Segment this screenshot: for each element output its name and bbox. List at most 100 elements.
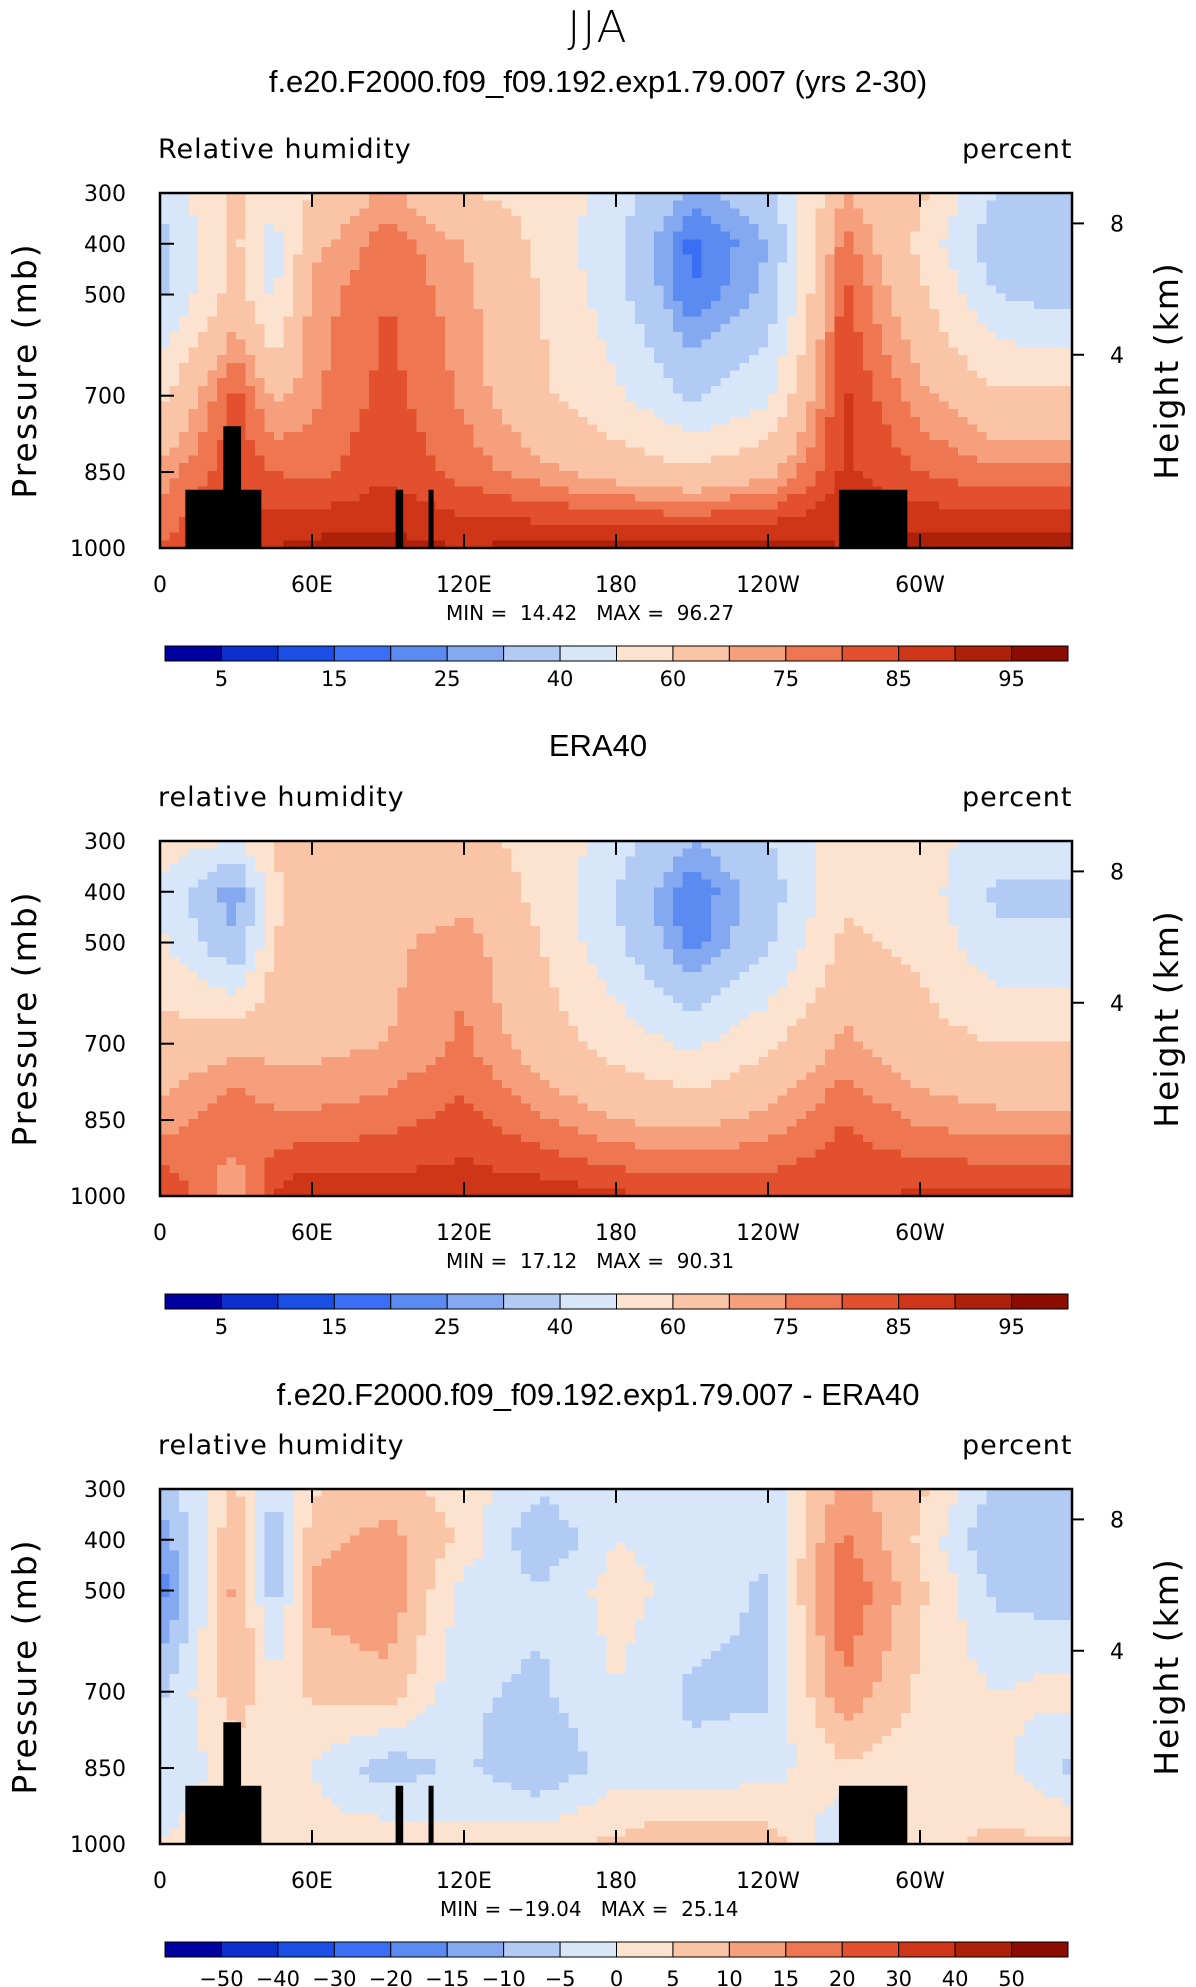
contour-cell (445, 247, 456, 256)
contour-cell (834, 270, 845, 279)
contour-cell (312, 401, 323, 410)
contour-cell (578, 254, 589, 264)
contour-cell (492, 378, 503, 387)
contour-cell (1034, 478, 1045, 487)
contour-cell (397, 270, 408, 279)
contour-cell (663, 262, 674, 271)
contour-cell (1024, 385, 1035, 395)
contour-cell (663, 293, 674, 302)
contour-cell (492, 478, 503, 487)
contour-cell (654, 540, 665, 549)
contour-cell (625, 331, 636, 341)
contour-cell (682, 540, 693, 549)
contour-cell (188, 864, 199, 873)
contour-cell (274, 856, 285, 865)
contour-cell (1062, 439, 1073, 449)
contour-cell (739, 463, 750, 472)
contour-cell (283, 501, 294, 511)
contour-cell (530, 239, 541, 248)
contour-cell (929, 871, 940, 881)
contour-cell (625, 262, 636, 271)
contour-cell (635, 501, 646, 511)
contour-cell (673, 301, 684, 310)
contour-cell (1062, 385, 1073, 395)
contour-cell (796, 478, 807, 487)
contour-cell (910, 532, 921, 541)
contour-cell (312, 393, 323, 402)
contour-cell (1005, 301, 1016, 310)
contour-cell (777, 856, 788, 865)
contour-cell (207, 455, 218, 464)
contour-cell (416, 486, 427, 495)
contour-cell (559, 864, 570, 873)
contour-cell (1062, 193, 1073, 202)
contour-cell (863, 231, 874, 240)
contour-cell (521, 439, 532, 449)
contour-cell (378, 285, 389, 294)
contour-cell (236, 331, 247, 341)
contour-cell (796, 339, 807, 348)
contour-cell (1024, 324, 1035, 333)
colorbar-swatch (672, 645, 730, 662)
contour-cell (986, 439, 997, 449)
contour-cell (597, 193, 608, 202)
contour-cell (521, 493, 532, 503)
contour-cell (359, 254, 370, 264)
contour-cell (483, 308, 494, 318)
contour-cell (663, 501, 674, 511)
contour-cell (711, 509, 722, 518)
contour-cell (179, 231, 190, 240)
contour-cell (416, 864, 427, 873)
contour-cell (616, 247, 627, 256)
contour-cell (1024, 262, 1035, 271)
contour-cell (711, 393, 722, 402)
contour-cell (977, 401, 988, 410)
contour-cell (587, 262, 598, 271)
contour-cell (644, 540, 655, 549)
contour-cell (692, 324, 703, 333)
contour-cell (673, 208, 684, 217)
height-tick-label: 4 (1110, 344, 1124, 369)
contour-cell (350, 355, 361, 364)
contour-cell (720, 378, 731, 387)
contour-cell (758, 463, 769, 472)
contour-cell (1015, 478, 1026, 487)
contour-cell (530, 208, 541, 217)
contour-cell (483, 532, 494, 541)
contour-cell (901, 447, 912, 456)
contour-cell (635, 370, 646, 379)
contour-cell (796, 193, 807, 202)
contour-cell (179, 864, 190, 873)
contour-cell (635, 355, 646, 364)
contour-cell (369, 532, 380, 541)
contour-cell (986, 401, 997, 410)
contour-cell (530, 254, 541, 264)
contour-cell (321, 293, 332, 302)
contour-cell (768, 424, 779, 433)
contour-cell (768, 254, 779, 264)
contour-cell (758, 223, 769, 233)
contour-cell (198, 385, 209, 395)
contour-cell (530, 871, 541, 881)
contour-cell (597, 216, 608, 225)
contour-cell (454, 401, 465, 410)
contour-cell (901, 285, 912, 294)
contour-cell (872, 370, 883, 379)
contour-cell (435, 486, 446, 495)
lon-tick-label: 120E (436, 573, 492, 598)
contour-cell (435, 401, 446, 410)
contour-cell (996, 293, 1007, 302)
contour-cell (226, 347, 237, 356)
contour-cell (340, 293, 351, 302)
contour-cell (369, 216, 380, 225)
contour-cell (606, 200, 617, 210)
contour-cell (920, 308, 931, 318)
contour-cell (416, 193, 427, 202)
contour-cell (986, 200, 997, 210)
contour-cell (825, 424, 836, 433)
contour-cell (730, 270, 741, 279)
contour-cell (796, 532, 807, 541)
contour-cell (397, 208, 408, 217)
contour-cell (986, 216, 997, 225)
contour-cell (378, 439, 389, 449)
